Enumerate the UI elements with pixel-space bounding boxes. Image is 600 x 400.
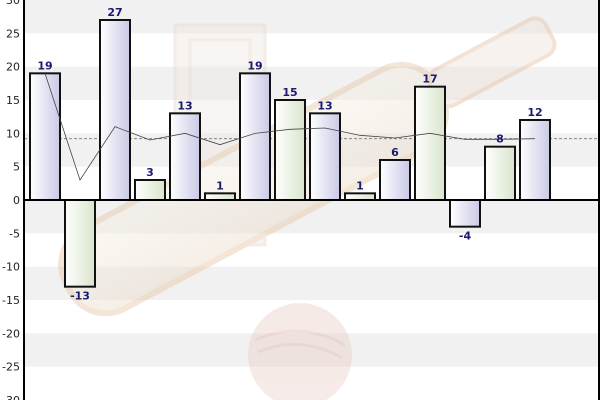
y-tick-label: 20 [6,61,20,74]
bar [414,85,446,201]
bars [29,19,551,288]
data-label: 6 [391,146,399,159]
y-axis-ticks: 30 25 20 15 10 5 0 -5 -10 -15 -20 -25 -30 [2,0,20,400]
data-label: -4 [459,230,472,243]
y-tick-label: 25 [6,27,20,40]
bar [99,19,131,201]
axes [23,0,600,400]
data-label: 17 [422,73,437,86]
data-label: 13 [177,99,192,112]
y-tick-label: -25 [2,361,20,374]
y-tick-label: -20 [2,327,20,340]
grid-band [24,333,599,367]
trend-line-path [44,73,536,181]
y-tick-label: 10 [6,127,20,140]
bar [274,99,306,201]
y-tick-label: -30 [2,394,20,400]
y-tick-label: 5 [13,161,20,174]
bar [519,119,551,201]
data-label: 8 [496,133,504,146]
bar [29,72,61,201]
bar [484,145,516,202]
data-label: 19 [37,59,52,72]
data-label: 19 [247,59,262,72]
data-label: 13 [317,99,332,112]
data-label: 12 [527,106,542,119]
bar [64,199,96,288]
data-label: -13 [70,290,90,303]
data-label: 15 [282,86,297,99]
y-tick-label: 30 [6,0,20,7]
bar [309,112,341,201]
bar [169,112,201,201]
data-labels: 19 -13 27 3 13 1 19 15 13 1 6 17 -4 8 12 [37,6,542,303]
y-tick-label: 15 [6,94,20,107]
y-tick-label: -15 [2,294,20,307]
y-tick-label: -10 [2,261,20,274]
y-tick-label: -5 [9,227,20,240]
bar [134,179,166,201]
data-label: 1 [356,179,364,192]
bar [449,199,481,228]
trend-line [44,73,536,181]
bar [239,72,271,201]
data-label: 27 [107,6,122,19]
y-tick-label: 0 [13,194,20,207]
data-label: 1 [216,179,224,192]
data-label: 3 [146,166,154,179]
bar [379,159,411,201]
